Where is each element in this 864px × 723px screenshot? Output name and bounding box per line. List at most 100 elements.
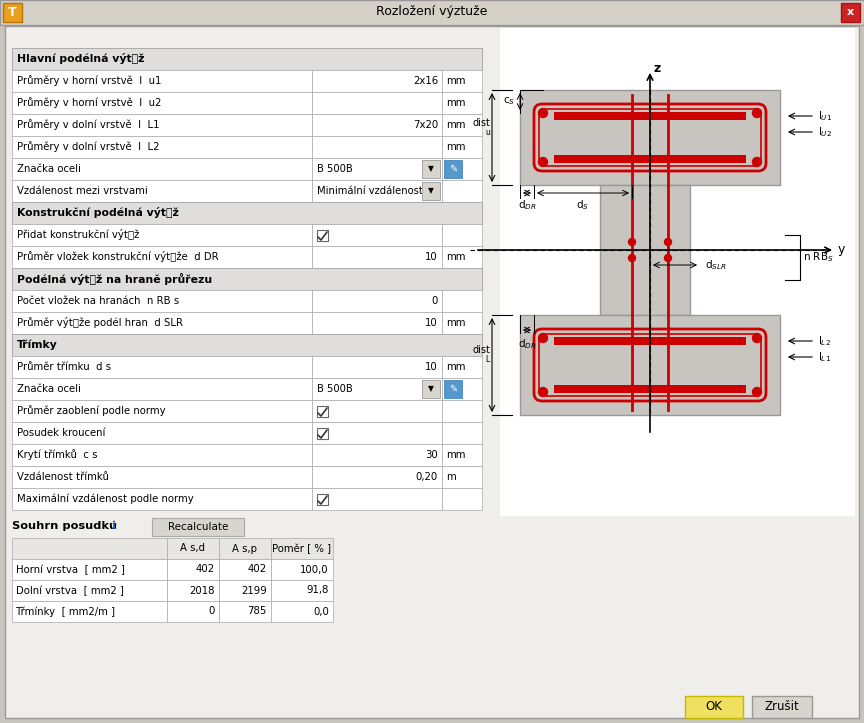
Bar — [442, 70, 482, 92]
Bar — [12, 268, 482, 290]
Text: l$_{L2}$: l$_{L2}$ — [818, 334, 831, 348]
FancyBboxPatch shape — [539, 109, 761, 166]
Text: ▼: ▼ — [428, 165, 434, 174]
Bar — [442, 114, 482, 136]
Bar — [312, 158, 442, 180]
Bar — [554, 112, 746, 120]
Bar — [12, 202, 482, 224]
Text: z: z — [654, 61, 661, 74]
Text: Průměr třímku  d s: Průměr třímku d s — [17, 362, 111, 372]
Bar — [167, 601, 219, 622]
Text: ✎: ✎ — [449, 164, 457, 174]
Text: y: y — [838, 244, 845, 257]
Text: 7x20: 7x20 — [413, 120, 438, 130]
Bar — [442, 158, 482, 180]
Bar — [271, 601, 333, 622]
Bar — [312, 290, 442, 312]
Circle shape — [538, 333, 548, 343]
Text: Značka oceli: Značka oceli — [17, 384, 81, 394]
Bar — [442, 378, 482, 400]
Bar — [554, 155, 746, 163]
Bar — [442, 356, 482, 378]
Bar — [312, 224, 442, 246]
Bar — [422, 182, 440, 200]
Text: mm: mm — [446, 318, 466, 328]
Circle shape — [753, 388, 761, 396]
Text: 30: 30 — [425, 450, 438, 460]
Bar — [12, 488, 312, 510]
Bar — [12, 356, 312, 378]
Bar — [317, 428, 328, 439]
Bar — [520, 315, 780, 415]
Bar — [12, 378, 312, 400]
Bar — [422, 380, 440, 398]
Bar — [12, 158, 312, 180]
Text: d$_{SLR}$: d$_{SLR}$ — [705, 258, 727, 272]
Text: Průměry v dolní vrstvě  l  L2: Průměry v dolní vrstvě l L2 — [17, 142, 160, 153]
Text: Zrušit: Zrušit — [765, 701, 799, 714]
Bar — [12, 580, 167, 601]
Text: 10: 10 — [425, 362, 438, 372]
Text: Posudek kroucení: Posudek kroucení — [17, 428, 105, 438]
Bar — [12, 48, 482, 70]
Text: l$_{U2}$: l$_{U2}$ — [818, 125, 832, 139]
Text: l$_{U1}$: l$_{U1}$ — [818, 109, 832, 123]
Bar — [3, 3, 22, 22]
Text: Průměry v horní vrstvě  l  u2: Průměry v horní vrstvě l u2 — [17, 98, 162, 108]
Bar — [312, 180, 442, 202]
Text: T: T — [8, 6, 16, 19]
Bar — [167, 559, 219, 580]
Bar — [752, 696, 812, 718]
Text: Minimální vzdálenost: Minimální vzdálenost — [317, 186, 422, 196]
Text: mm: mm — [446, 76, 466, 86]
Bar — [312, 70, 442, 92]
Bar — [312, 444, 442, 466]
Text: ▼: ▼ — [428, 385, 434, 393]
Bar — [12, 400, 312, 422]
Bar — [0, 0, 864, 25]
Text: 0: 0 — [432, 296, 438, 306]
Text: 91,8: 91,8 — [307, 586, 329, 596]
Bar — [167, 538, 219, 559]
Text: Třímky: Třímky — [17, 340, 58, 350]
Bar — [600, 185, 690, 315]
Bar — [317, 406, 328, 417]
Text: Vzdálenost mezi vrstvami: Vzdálenost mezi vrstvami — [17, 186, 148, 196]
Circle shape — [538, 108, 548, 118]
Bar — [841, 3, 860, 22]
Bar — [312, 312, 442, 334]
Bar — [442, 422, 482, 444]
Text: mm: mm — [446, 142, 466, 152]
Bar — [312, 488, 442, 510]
Bar — [442, 180, 482, 202]
Bar — [442, 224, 482, 246]
Bar — [312, 114, 442, 136]
Text: mm: mm — [446, 252, 466, 262]
Bar — [271, 559, 333, 580]
Bar — [312, 466, 442, 488]
Text: ▼: ▼ — [428, 187, 434, 195]
Text: Průměry v horní vrstvě  l  u1: Průměry v horní vrstvě l u1 — [17, 75, 162, 87]
Bar — [312, 92, 442, 114]
Text: d$_{DR}$: d$_{DR}$ — [518, 337, 537, 351]
Bar — [442, 290, 482, 312]
Text: m: m — [446, 472, 455, 482]
Bar — [12, 466, 312, 488]
Text: Přidat konstrukční výtुž: Přidat konstrukční výtुž — [17, 229, 139, 241]
Bar — [12, 290, 312, 312]
Text: ✎: ✎ — [449, 384, 457, 394]
Bar — [500, 28, 855, 516]
Bar — [444, 380, 462, 398]
Text: Horní vrstva  [ mm2 ]: Horní vrstva [ mm2 ] — [16, 564, 125, 575]
Bar — [12, 538, 167, 559]
Bar — [271, 538, 333, 559]
Circle shape — [628, 254, 636, 262]
Bar — [12, 559, 167, 580]
Text: Značka oceli: Značka oceli — [17, 164, 81, 174]
Bar — [444, 160, 462, 178]
Text: mm: mm — [446, 362, 466, 372]
Text: OK: OK — [706, 701, 722, 714]
Bar — [554, 337, 746, 345]
Bar — [312, 246, 442, 268]
Bar — [167, 580, 219, 601]
